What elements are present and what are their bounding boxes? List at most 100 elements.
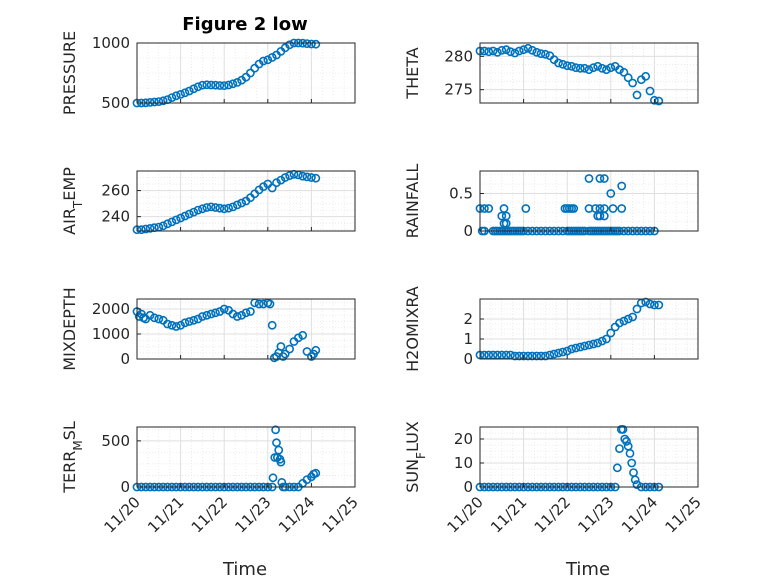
data-point — [306, 173, 316, 182]
data-point — [630, 475, 640, 485]
data-point — [145, 223, 155, 233]
axes-box — [479, 42, 699, 104]
data-point — [171, 322, 181, 331]
data-point — [510, 48, 520, 58]
data-point — [270, 453, 280, 462]
data-point — [267, 183, 277, 193]
data-point — [562, 346, 572, 356]
data-point — [180, 318, 190, 328]
data-point — [510, 351, 520, 361]
data-point — [154, 314, 164, 324]
data-point — [521, 204, 531, 213]
data-point — [245, 307, 255, 316]
data-point — [625, 448, 635, 458]
data-point — [527, 351, 537, 361]
data-point — [584, 340, 594, 350]
data-point — [189, 315, 199, 325]
data-point — [311, 468, 321, 478]
axes-box — [479, 426, 699, 488]
data-point — [184, 209, 194, 219]
data-point — [280, 173, 290, 182]
y-tick-label: 0 — [463, 222, 473, 240]
data-point — [558, 59, 568, 69]
data-point — [215, 203, 225, 213]
data-point — [606, 63, 616, 73]
data-point — [645, 86, 655, 96]
data-point — [158, 221, 168, 231]
data-point — [523, 351, 533, 361]
data-point — [549, 349, 559, 359]
data-point — [184, 317, 194, 326]
data-point — [623, 73, 633, 83]
data-point — [595, 174, 605, 183]
y-tick-label: 0 — [463, 350, 473, 368]
y-axis-label: PRESSURE — [60, 31, 79, 115]
data-point — [595, 211, 605, 221]
data-point — [228, 309, 238, 319]
y-tick-label: 0 — [120, 350, 130, 368]
data-point — [193, 314, 203, 324]
data-point — [167, 320, 177, 330]
data-point — [311, 345, 321, 355]
data-point — [612, 463, 622, 473]
data-point — [285, 40, 294, 50]
axes-box — [479, 298, 699, 360]
y-tick-label: 10 — [454, 454, 473, 472]
data-point — [215, 81, 225, 90]
data-point — [602, 334, 611, 344]
data-point — [232, 78, 242, 87]
data-point — [176, 213, 185, 223]
data-point — [523, 43, 533, 53]
data-point — [650, 300, 659, 310]
data-point — [632, 304, 642, 314]
data-point — [232, 312, 242, 321]
data-point — [298, 171, 308, 181]
subplot-5: 0 1 2 H2OMIXRA — [403, 286, 699, 372]
data-point — [268, 473, 278, 483]
data-point — [501, 219, 511, 228]
data-point — [589, 339, 598, 349]
subplot-4: 0 1000 2000 MIXDEPTH — [60, 287, 356, 371]
data-point — [527, 45, 537, 55]
data-point — [619, 316, 629, 326]
data-point — [499, 204, 509, 213]
data-point — [628, 78, 637, 88]
data-point — [237, 310, 246, 320]
axes-box — [136, 426, 356, 488]
data-point — [180, 88, 190, 98]
data-point — [311, 173, 321, 183]
data-point — [176, 320, 185, 330]
y-tick-label: 500 — [101, 432, 130, 450]
data-point — [145, 310, 155, 320]
subplot-3: 0 0.5 RAINFALL — [403, 164, 699, 240]
data-point — [219, 304, 229, 314]
y-tick-label: 500 — [101, 94, 130, 112]
data-point — [180, 211, 190, 221]
data-point — [593, 61, 603, 71]
data-point — [206, 80, 216, 90]
y-tick-label: 1000 — [92, 34, 130, 52]
data-point — [298, 330, 308, 340]
subplot-0: 500 1000 PRESSURE — [60, 31, 356, 115]
y-axis-label: AIRTEMP — [60, 167, 85, 235]
data-point — [541, 351, 550, 361]
y-axis-label: RAINFALL — [403, 164, 422, 239]
data-point — [193, 82, 203, 92]
y-axis-label: TERRMSL — [60, 421, 85, 494]
data-point — [492, 47, 502, 57]
data-point — [569, 204, 579, 213]
data-point — [497, 211, 507, 221]
y-tick-label: 1000 — [92, 325, 130, 343]
data-point — [167, 93, 177, 102]
data-point — [206, 202, 216, 212]
data-point — [650, 95, 659, 105]
data-point — [584, 174, 594, 183]
data-point — [615, 65, 624, 75]
data-point — [619, 67, 629, 77]
data-point — [597, 336, 607, 346]
data-point — [211, 308, 220, 318]
y-axis-label: SUNFLUX — [403, 421, 428, 493]
y-tick-label: 1 — [463, 330, 473, 348]
data-point — [149, 97, 159, 107]
